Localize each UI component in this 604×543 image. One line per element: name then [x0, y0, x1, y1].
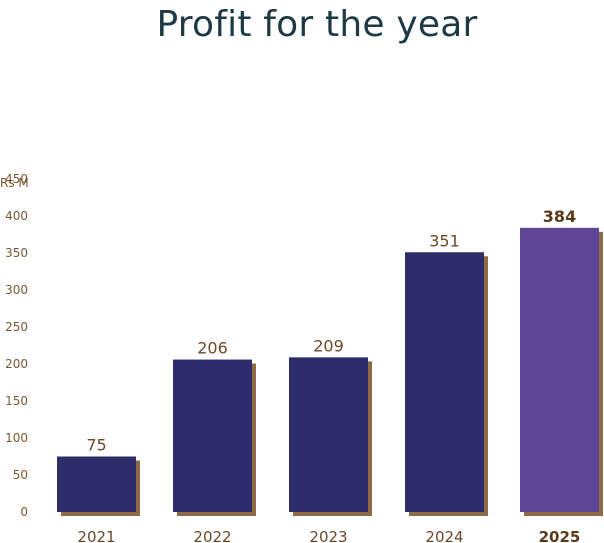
y-tick-label: 200 [5, 357, 28, 371]
x-tick-label-2025: 2025 [539, 528, 581, 543]
bar-2025 [520, 227, 599, 512]
data-label-2022: 206 [197, 339, 228, 358]
y-tick-label: 450 [5, 172, 28, 186]
y-tick-label: 0 [20, 505, 28, 519]
bar-2024 [405, 252, 484, 512]
x-tick-label-2023: 2023 [309, 528, 347, 543]
y-tick-label: 50 [13, 468, 28, 482]
x-tick-label-2024: 2024 [425, 528, 463, 543]
y-axis-unit-label: Rs M [0, 176, 29, 190]
x-axis-labels: 2021 2022 2023 2024 2025 [77, 528, 580, 543]
y-tick-label: 300 [5, 283, 28, 297]
x-tick-label-2021: 2021 [77, 528, 115, 543]
x-tick-label-2022: 2022 [193, 528, 231, 543]
y-axis-ticks: 0 50 100 150 200 250 300 350 400 450 [5, 172, 28, 519]
y-tick-label: 400 [5, 209, 28, 223]
y-tick-label: 100 [5, 431, 28, 445]
y-tick-label: 150 [5, 394, 28, 408]
data-label-2024: 351 [429, 231, 460, 250]
data-label-2021: 75 [86, 436, 106, 455]
bars [57, 227, 603, 516]
chart-title: Profit for the year [156, 4, 478, 45]
bar-2022 [173, 359, 252, 512]
bar-2021 [57, 456, 136, 512]
y-tick-label: 350 [5, 246, 28, 260]
data-label-2023: 209 [313, 336, 344, 355]
bar-2023 [289, 357, 368, 512]
data-label-2025: 384 [543, 207, 576, 226]
y-tick-label: 250 [5, 320, 28, 334]
data-labels: 75 206 209 351 384 [86, 207, 576, 455]
